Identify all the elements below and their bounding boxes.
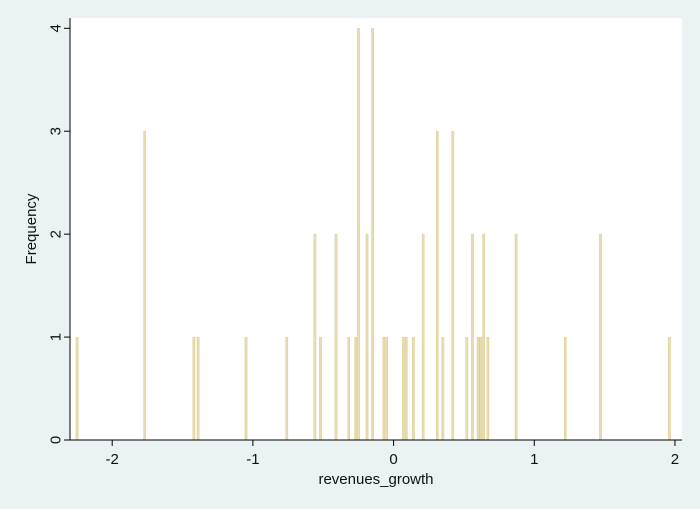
histogram-bar <box>471 233 474 441</box>
histogram-bar <box>564 336 567 441</box>
histogram-bar <box>334 233 338 441</box>
y-axis-title: Frequency <box>23 193 40 264</box>
histogram-bar <box>244 336 248 441</box>
x-tick-label: 2 <box>671 451 679 468</box>
x-tick-label: -2 <box>106 451 119 468</box>
histogram-bar <box>365 233 369 441</box>
histogram-bar <box>143 130 147 441</box>
histogram-bar <box>465 336 469 441</box>
bars-group <box>75 28 671 441</box>
histogram-bar <box>319 336 322 441</box>
y-tick-label: 3 <box>47 127 64 135</box>
histogram-bar <box>486 336 490 441</box>
histogram-bar <box>385 336 389 441</box>
histogram-bar <box>599 233 602 441</box>
histogram-bar <box>313 233 317 441</box>
x-tick-label: -1 <box>246 451 259 468</box>
x-tick-label: 1 <box>530 451 538 468</box>
histogram-bar <box>436 130 439 441</box>
histogram-bar <box>514 233 518 441</box>
histogram-bar <box>482 233 486 441</box>
histogram-bar <box>382 336 386 441</box>
histogram-bar <box>371 28 374 441</box>
y-ticks-group: 0 1 2 3 4 <box>47 24 70 444</box>
x-tick-label: 0 <box>389 451 397 468</box>
x-ticks-group: -2 -1 0 1 2 <box>106 440 679 468</box>
histogram-bar <box>347 336 351 441</box>
x-axis-title: revenues_growth <box>318 471 433 488</box>
histogram-bar <box>196 336 200 441</box>
histogram-bar <box>75 336 79 441</box>
histogram-bar <box>405 336 408 441</box>
histogram-bar <box>354 336 358 441</box>
histogram-bar <box>476 336 480 441</box>
histogram-bar <box>451 130 455 441</box>
y-tick-label: 4 <box>47 24 64 32</box>
histogram-bar <box>402 336 405 441</box>
plot-area <box>70 18 682 440</box>
histogram-bar <box>412 336 415 441</box>
y-tick-label: 1 <box>47 333 64 341</box>
y-tick-label: 0 <box>47 436 64 444</box>
y-tick-label: 2 <box>47 230 64 238</box>
histogram-bar <box>479 336 483 441</box>
histogram-bar <box>285 336 289 441</box>
histogram-bar <box>421 233 425 441</box>
histogram-bar <box>192 336 196 441</box>
histogram-bar <box>357 28 360 441</box>
histogram-bar <box>441 336 445 441</box>
histogram-bar <box>668 336 671 441</box>
